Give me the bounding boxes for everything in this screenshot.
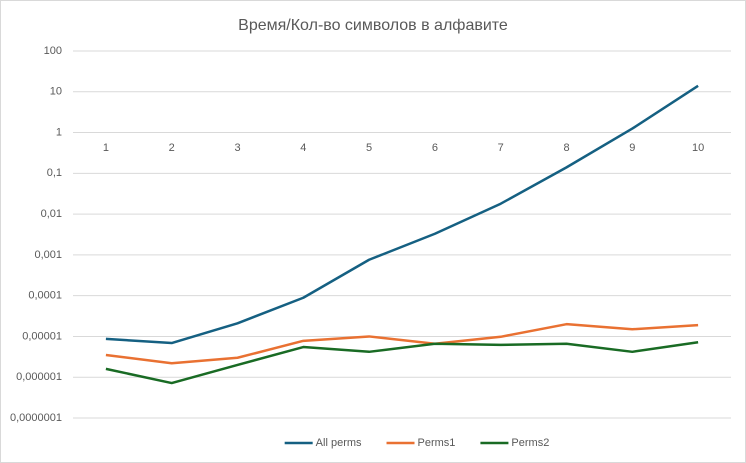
x-tick-label: 3 [234,142,240,154]
x-tick-label: 10 [692,142,704,154]
y-tick-label: 0,00001 [22,330,62,342]
x-tick-label: 9 [629,142,635,154]
y-tick-label: 0,01 [41,208,62,220]
legend-label: Perms1 [418,437,456,449]
x-tick-label: 6 [432,142,438,154]
x-tick-label: 2 [169,142,175,154]
series-line [105,84,699,345]
y-tick-label: 1 [56,126,62,138]
x-tick-label: 5 [366,142,372,154]
x-tick-label: 4 [300,142,306,154]
legend-label: All perms [316,437,362,449]
x-tick-label: 8 [563,142,569,154]
x-tick-label: 1 [103,142,109,154]
series-line [105,322,699,365]
y-tick-label: 0,0000001 [10,412,62,424]
y-tick-label: 0,1 [47,167,62,179]
x-tick-label: 7 [498,142,504,154]
y-tick-label: 100 [44,45,62,57]
y-tick-label: 10 [50,86,62,98]
y-tick-label: 0,001 [34,249,62,261]
y-tick-label: 0,000001 [16,371,62,383]
legend-label: Perms2 [511,437,549,449]
series-line [105,341,699,385]
y-tick-label: 0,0001 [28,290,62,302]
chart-title: Время/Кол-во символов в алфавите [238,17,508,34]
